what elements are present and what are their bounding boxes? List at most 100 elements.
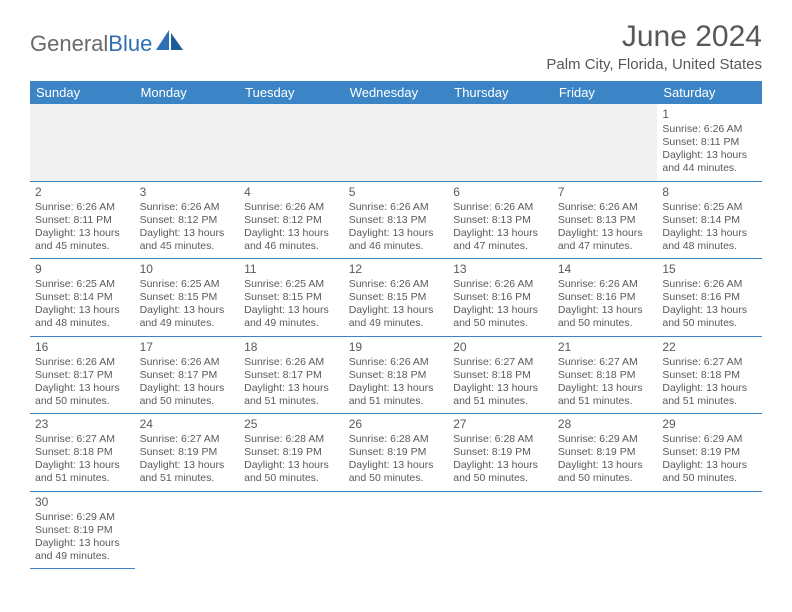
sunset-text: Sunset: 8:18 PM: [349, 369, 444, 382]
calendar-cell: [344, 491, 449, 569]
day-number: 28: [558, 417, 653, 432]
sunset-text: Sunset: 8:14 PM: [662, 214, 757, 227]
daylight-text: and 44 minutes.: [662, 162, 757, 175]
calendar-cell: 14Sunrise: 6:26 AMSunset: 8:16 PMDayligh…: [553, 259, 658, 337]
daylight-text: and 51 minutes.: [35, 472, 130, 485]
daylight-text: Daylight: 13 hours: [35, 304, 130, 317]
calendar-cell: 23Sunrise: 6:27 AMSunset: 8:18 PMDayligh…: [30, 414, 135, 492]
col-sunday: Sunday: [30, 81, 135, 104]
daylight-text: and 51 minutes.: [453, 395, 548, 408]
daylight-text: and 49 minutes.: [140, 317, 235, 330]
sunset-text: Sunset: 8:16 PM: [453, 291, 548, 304]
calendar-cell: 24Sunrise: 6:27 AMSunset: 8:19 PMDayligh…: [135, 414, 240, 492]
sunrise-text: Sunrise: 6:26 AM: [349, 278, 444, 291]
col-monday: Monday: [135, 81, 240, 104]
daylight-text: and 49 minutes.: [244, 317, 339, 330]
daylight-text: Daylight: 13 hours: [662, 227, 757, 240]
sunrise-text: Sunrise: 6:26 AM: [662, 123, 757, 136]
daylight-text: and 46 minutes.: [244, 240, 339, 253]
daylight-text: Daylight: 13 hours: [244, 304, 339, 317]
daylight-text: Daylight: 13 hours: [35, 459, 130, 472]
sunrise-text: Sunrise: 6:27 AM: [558, 356, 653, 369]
calendar-cell: 28Sunrise: 6:29 AMSunset: 8:19 PMDayligh…: [553, 414, 658, 492]
calendar-cell: 25Sunrise: 6:28 AMSunset: 8:19 PMDayligh…: [239, 414, 344, 492]
calendar-cell: 26Sunrise: 6:28 AMSunset: 8:19 PMDayligh…: [344, 414, 449, 492]
day-number: 22: [662, 340, 757, 355]
sunset-text: Sunset: 8:19 PM: [35, 524, 130, 537]
calendar-week-row: 1Sunrise: 6:26 AMSunset: 8:11 PMDaylight…: [30, 104, 762, 181]
logo-text-general: General: [30, 31, 108, 57]
calendar-cell: [448, 491, 553, 569]
daylight-text: and 51 minutes.: [662, 395, 757, 408]
daylight-text: Daylight: 13 hours: [35, 537, 130, 550]
sunrise-text: Sunrise: 6:25 AM: [662, 201, 757, 214]
day-number: 3: [140, 185, 235, 200]
sunrise-text: Sunrise: 6:26 AM: [349, 201, 444, 214]
daylight-text: Daylight: 13 hours: [244, 382, 339, 395]
day-number: 27: [453, 417, 548, 432]
calendar-cell: 16Sunrise: 6:26 AMSunset: 8:17 PMDayligh…: [30, 336, 135, 414]
day-number: 26: [349, 417, 444, 432]
calendar-cell: 22Sunrise: 6:27 AMSunset: 8:18 PMDayligh…: [657, 336, 762, 414]
calendar-cell: 6Sunrise: 6:26 AMSunset: 8:13 PMDaylight…: [448, 181, 553, 259]
sunrise-text: Sunrise: 6:26 AM: [35, 356, 130, 369]
calendar-cell: 20Sunrise: 6:27 AMSunset: 8:18 PMDayligh…: [448, 336, 553, 414]
daylight-text: and 49 minutes.: [349, 317, 444, 330]
daylight-text: Daylight: 13 hours: [35, 227, 130, 240]
sunset-text: Sunset: 8:16 PM: [662, 291, 757, 304]
col-thursday: Thursday: [448, 81, 553, 104]
sunset-text: Sunset: 8:12 PM: [244, 214, 339, 227]
daylight-text: Daylight: 13 hours: [662, 149, 757, 162]
sunrise-text: Sunrise: 6:26 AM: [349, 356, 444, 369]
daylight-text: and 50 minutes.: [662, 317, 757, 330]
daylight-text: Daylight: 13 hours: [662, 304, 757, 317]
sunrise-text: Sunrise: 6:26 AM: [35, 201, 130, 214]
calendar-cell: [30, 104, 135, 181]
day-number: 24: [140, 417, 235, 432]
sunrise-text: Sunrise: 6:28 AM: [244, 433, 339, 446]
calendar-cell: 2Sunrise: 6:26 AMSunset: 8:11 PMDaylight…: [30, 181, 135, 259]
calendar-cell: [344, 104, 449, 181]
calendar-cell: 10Sunrise: 6:25 AMSunset: 8:15 PMDayligh…: [135, 259, 240, 337]
day-number: 19: [349, 340, 444, 355]
calendar-cell: 13Sunrise: 6:26 AMSunset: 8:16 PMDayligh…: [448, 259, 553, 337]
sunset-text: Sunset: 8:13 PM: [558, 214, 653, 227]
calendar-cell: 1Sunrise: 6:26 AMSunset: 8:11 PMDaylight…: [657, 104, 762, 181]
sunrise-text: Sunrise: 6:27 AM: [662, 356, 757, 369]
daylight-text: Daylight: 13 hours: [453, 227, 548, 240]
header: GeneralBlue June 2024 Palm City, Florida…: [30, 20, 762, 73]
day-number: 8: [662, 185, 757, 200]
sunrise-text: Sunrise: 6:25 AM: [35, 278, 130, 291]
sunrise-text: Sunrise: 6:26 AM: [244, 201, 339, 214]
sunset-text: Sunset: 8:18 PM: [558, 369, 653, 382]
daylight-text: Daylight: 13 hours: [349, 304, 444, 317]
daylight-text: Daylight: 13 hours: [140, 304, 235, 317]
calendar-cell: 8Sunrise: 6:25 AMSunset: 8:14 PMDaylight…: [657, 181, 762, 259]
daylight-text: and 50 minutes.: [453, 317, 548, 330]
logo: GeneralBlue: [30, 30, 184, 58]
calendar-cell: 18Sunrise: 6:26 AMSunset: 8:17 PMDayligh…: [239, 336, 344, 414]
day-number: 23: [35, 417, 130, 432]
calendar-cell: 11Sunrise: 6:25 AMSunset: 8:15 PMDayligh…: [239, 259, 344, 337]
col-wednesday: Wednesday: [344, 81, 449, 104]
sunset-text: Sunset: 8:13 PM: [453, 214, 548, 227]
sunset-text: Sunset: 8:17 PM: [244, 369, 339, 382]
month-title: June 2024: [546, 20, 762, 54]
col-friday: Friday: [553, 81, 658, 104]
daylight-text: Daylight: 13 hours: [349, 459, 444, 472]
calendar-cell: [239, 104, 344, 181]
sunset-text: Sunset: 8:13 PM: [349, 214, 444, 227]
daylight-text: Daylight: 13 hours: [140, 382, 235, 395]
sunset-text: Sunset: 8:19 PM: [453, 446, 548, 459]
calendar-cell: [239, 491, 344, 569]
sunrise-text: Sunrise: 6:26 AM: [140, 201, 235, 214]
daylight-text: and 51 minutes.: [244, 395, 339, 408]
calendar-cell: 7Sunrise: 6:26 AMSunset: 8:13 PMDaylight…: [553, 181, 658, 259]
day-number: 17: [140, 340, 235, 355]
day-number: 25: [244, 417, 339, 432]
sail-icon: [156, 30, 184, 58]
sunrise-text: Sunrise: 6:26 AM: [662, 278, 757, 291]
sunset-text: Sunset: 8:18 PM: [453, 369, 548, 382]
daylight-text: Daylight: 13 hours: [244, 459, 339, 472]
calendar-cell: 21Sunrise: 6:27 AMSunset: 8:18 PMDayligh…: [553, 336, 658, 414]
